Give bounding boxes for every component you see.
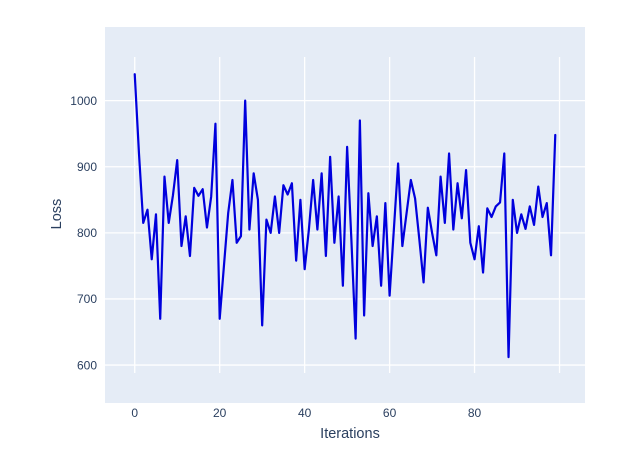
y-tick-label: 1000 <box>70 94 97 108</box>
y-tick-label: 600 <box>77 358 97 372</box>
y-axis-title: Loss <box>49 199 65 230</box>
x-tick-label: 80 <box>468 406 482 420</box>
y-tick-label: 800 <box>77 226 97 240</box>
y-tick-label: 900 <box>77 160 97 174</box>
x-axis-title: Iterations <box>320 426 380 442</box>
loss-series-line <box>133 73 557 359</box>
y-tick-label: 700 <box>77 292 97 306</box>
x-tick-label: 0 <box>131 406 138 420</box>
x-tick-label: 20 <box>213 406 227 420</box>
x-tick-label: 60 <box>383 406 397 420</box>
x-tick-label: 40 <box>298 406 312 420</box>
